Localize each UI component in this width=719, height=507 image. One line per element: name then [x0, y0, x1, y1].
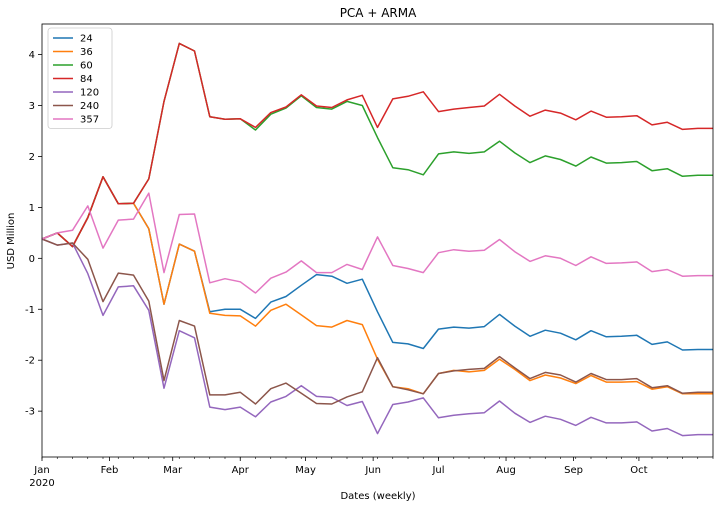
x-tick-label: Jan: [33, 465, 49, 476]
y-tick-label: -3: [25, 407, 35, 418]
legend-label-120: 120: [80, 88, 99, 99]
y-tick-label: -1: [25, 305, 35, 316]
x-tick-label: Feb: [101, 465, 119, 476]
x-tick-label: Apr: [232, 465, 250, 476]
y-tick-label: 0: [29, 254, 35, 265]
series-line-240: [41, 238, 713, 405]
series-line-84: [41, 42, 713, 248]
series-line-357: [41, 192, 713, 294]
y-axis-label: USD Million: [6, 213, 17, 270]
x-tick-label: Jul: [431, 465, 444, 476]
legend-label-357: 357: [80, 115, 99, 126]
series-line-120: [41, 238, 713, 437]
y-tick-label: 4: [29, 50, 35, 61]
legend-label-60: 60: [80, 61, 93, 72]
x-axis-label: Dates (weekly): [340, 491, 415, 502]
x-tick-label: Oct: [630, 465, 647, 476]
x-tick-label: Aug: [496, 465, 516, 476]
x-tick-year-label: 2020: [29, 478, 54, 489]
y-tick-label: 3: [29, 101, 35, 112]
y-tick-label: -2: [25, 356, 35, 367]
x-tick-label: Mar: [163, 465, 183, 476]
x-tick-label: May: [295, 465, 316, 476]
x-tick-label: Sep: [564, 465, 583, 476]
y-tick-label: 2: [29, 152, 35, 163]
y-tick-label: 1: [29, 203, 35, 214]
legend-label-84: 84: [80, 74, 93, 85]
x-tick-label: Jun: [364, 465, 381, 476]
legend-label-240: 240: [80, 101, 99, 112]
legend-box: [47, 27, 113, 129]
chart-title: PCA + ARMA: [340, 6, 417, 20]
plot-area: -3 -2 -1 0 1 2 3 4 Jan 2020 Feb Mar Apr May Jun Jul Aug S…: [25, 23, 714, 489]
legend-label-24: 24: [80, 34, 93, 45]
legend-label-36: 36: [80, 47, 93, 58]
